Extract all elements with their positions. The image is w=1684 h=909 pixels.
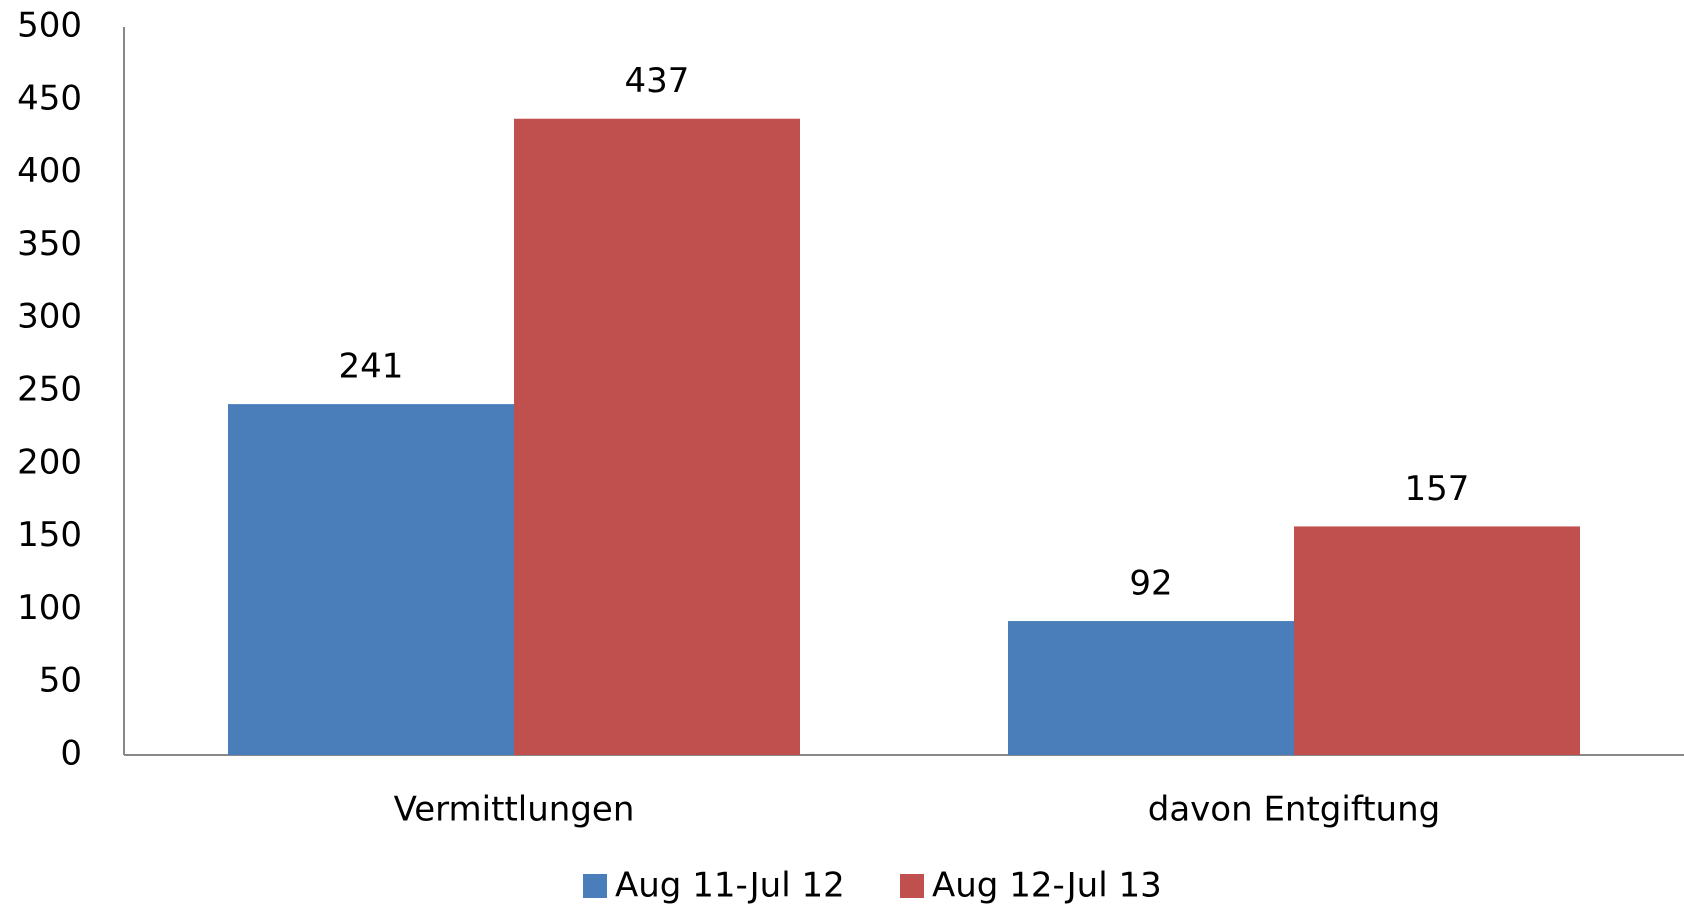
y-tick-label: 50 (39, 661, 82, 701)
data-label: 157 (1405, 469, 1470, 509)
y-tick-label: 200 (17, 442, 82, 482)
y-tick-label: 150 (17, 515, 82, 555)
data-label: 241 (339, 347, 404, 387)
y-tick-label: 250 (17, 370, 82, 410)
y-tick-label: 450 (17, 78, 82, 118)
y-tick-label: 500 (17, 6, 82, 46)
x-tick-label: davon Entgiftung (1148, 790, 1440, 830)
legend-label: Aug 12-Jul 13 (932, 866, 1162, 906)
bar (514, 118, 800, 755)
y-tick-label: 400 (17, 151, 82, 191)
legend-swatch (900, 874, 924, 898)
legend-swatch (583, 874, 607, 898)
y-tick-label: 300 (17, 297, 82, 337)
data-label: 92 (1129, 564, 1172, 604)
y-tick-label: 0 (60, 734, 82, 774)
y-tick-label: 350 (17, 224, 82, 264)
data-label: 437 (625, 61, 690, 101)
bar (1008, 621, 1294, 755)
bar (1294, 526, 1580, 755)
bar (228, 404, 514, 755)
legend-label: Aug 11-Jul 12 (615, 866, 845, 906)
x-tick-label: Vermittlungen (394, 790, 635, 830)
y-tick-label: 100 (17, 588, 82, 628)
